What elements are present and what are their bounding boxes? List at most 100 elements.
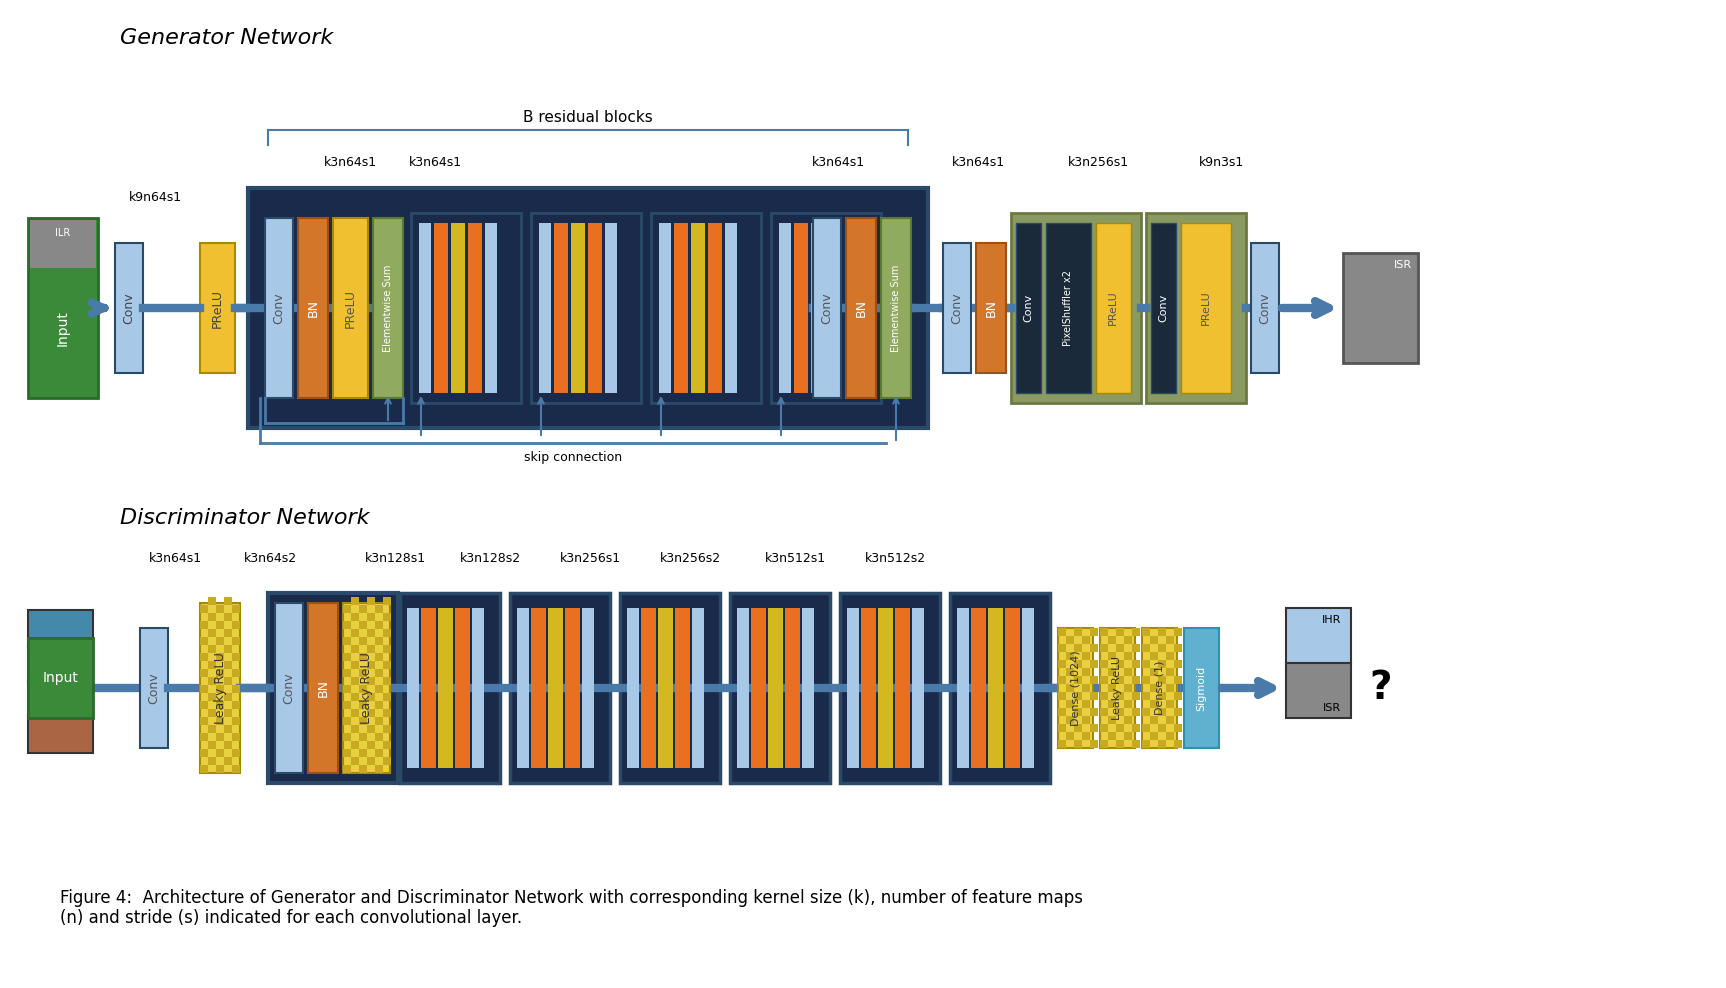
FancyBboxPatch shape xyxy=(1150,684,1158,692)
FancyBboxPatch shape xyxy=(1099,628,1136,748)
FancyBboxPatch shape xyxy=(359,765,368,773)
FancyBboxPatch shape xyxy=(368,597,375,605)
FancyBboxPatch shape xyxy=(1132,740,1139,748)
FancyBboxPatch shape xyxy=(1074,692,1082,700)
Text: Leaky ReLU: Leaky ReLU xyxy=(359,652,373,724)
FancyBboxPatch shape xyxy=(1091,644,1098,652)
FancyBboxPatch shape xyxy=(383,613,392,621)
FancyBboxPatch shape xyxy=(200,605,209,613)
FancyBboxPatch shape xyxy=(1132,660,1139,668)
FancyBboxPatch shape xyxy=(350,613,359,621)
FancyBboxPatch shape xyxy=(692,608,704,768)
FancyBboxPatch shape xyxy=(350,693,359,701)
FancyBboxPatch shape xyxy=(343,701,350,709)
Text: Conv: Conv xyxy=(1024,293,1032,322)
FancyBboxPatch shape xyxy=(846,218,877,398)
FancyBboxPatch shape xyxy=(350,741,359,749)
Text: k9n3s1: k9n3s1 xyxy=(1198,156,1244,170)
FancyBboxPatch shape xyxy=(1108,684,1117,692)
FancyBboxPatch shape xyxy=(861,608,877,768)
FancyBboxPatch shape xyxy=(224,709,231,717)
Text: k3n64s1: k3n64s1 xyxy=(811,156,865,170)
FancyBboxPatch shape xyxy=(1074,628,1082,636)
FancyBboxPatch shape xyxy=(383,741,392,749)
FancyBboxPatch shape xyxy=(485,223,497,393)
FancyBboxPatch shape xyxy=(231,653,240,661)
Text: PReLU: PReLU xyxy=(343,288,357,327)
FancyBboxPatch shape xyxy=(1082,636,1091,644)
FancyBboxPatch shape xyxy=(224,757,231,765)
FancyBboxPatch shape xyxy=(383,757,392,765)
FancyBboxPatch shape xyxy=(209,677,216,685)
FancyBboxPatch shape xyxy=(368,677,375,685)
FancyBboxPatch shape xyxy=(216,669,224,677)
FancyBboxPatch shape xyxy=(1158,708,1167,716)
FancyBboxPatch shape xyxy=(1167,668,1174,676)
FancyBboxPatch shape xyxy=(368,725,375,733)
FancyBboxPatch shape xyxy=(216,621,224,629)
Text: PReLU: PReLU xyxy=(1201,290,1212,325)
FancyBboxPatch shape xyxy=(1067,636,1074,644)
FancyBboxPatch shape xyxy=(383,693,392,701)
FancyBboxPatch shape xyxy=(359,621,368,629)
FancyBboxPatch shape xyxy=(571,223,585,393)
FancyBboxPatch shape xyxy=(673,223,689,393)
FancyBboxPatch shape xyxy=(343,685,350,693)
Text: k3n256s1: k3n256s1 xyxy=(559,551,621,564)
FancyBboxPatch shape xyxy=(28,218,98,398)
FancyBboxPatch shape xyxy=(659,223,671,393)
FancyBboxPatch shape xyxy=(368,661,375,669)
FancyBboxPatch shape xyxy=(140,628,167,748)
Text: IHR: IHR xyxy=(1322,615,1341,625)
FancyBboxPatch shape xyxy=(1099,644,1108,652)
FancyBboxPatch shape xyxy=(1167,732,1174,740)
FancyBboxPatch shape xyxy=(1099,676,1108,684)
FancyBboxPatch shape xyxy=(383,597,392,605)
FancyBboxPatch shape xyxy=(1181,223,1231,393)
FancyBboxPatch shape xyxy=(1117,676,1124,684)
FancyBboxPatch shape xyxy=(730,593,830,783)
FancyBboxPatch shape xyxy=(1074,644,1082,652)
FancyBboxPatch shape xyxy=(1143,724,1150,732)
FancyBboxPatch shape xyxy=(419,223,432,393)
FancyBboxPatch shape xyxy=(368,693,375,701)
Text: Conv: Conv xyxy=(147,672,161,703)
Text: Conv: Conv xyxy=(283,672,295,703)
FancyBboxPatch shape xyxy=(200,765,209,773)
FancyBboxPatch shape xyxy=(231,765,240,773)
FancyBboxPatch shape xyxy=(675,608,690,768)
FancyBboxPatch shape xyxy=(1143,660,1150,668)
FancyBboxPatch shape xyxy=(249,188,929,428)
FancyBboxPatch shape xyxy=(1108,716,1117,724)
FancyBboxPatch shape xyxy=(343,637,350,645)
FancyBboxPatch shape xyxy=(375,637,383,645)
FancyBboxPatch shape xyxy=(200,717,209,725)
FancyBboxPatch shape xyxy=(1158,676,1167,684)
FancyBboxPatch shape xyxy=(1150,732,1158,740)
FancyBboxPatch shape xyxy=(1132,644,1139,652)
FancyBboxPatch shape xyxy=(1082,732,1091,740)
FancyBboxPatch shape xyxy=(518,608,528,768)
FancyBboxPatch shape xyxy=(1158,628,1167,636)
FancyBboxPatch shape xyxy=(1150,652,1158,660)
FancyBboxPatch shape xyxy=(509,593,609,783)
FancyBboxPatch shape xyxy=(359,717,368,725)
FancyBboxPatch shape xyxy=(972,608,986,768)
FancyBboxPatch shape xyxy=(1067,668,1074,676)
FancyBboxPatch shape xyxy=(200,243,235,373)
FancyBboxPatch shape xyxy=(1174,676,1182,684)
Text: k3n512s1: k3n512s1 xyxy=(765,551,825,564)
Text: k3n128s2: k3n128s2 xyxy=(459,551,521,564)
FancyBboxPatch shape xyxy=(1124,684,1132,692)
FancyBboxPatch shape xyxy=(231,621,240,629)
FancyBboxPatch shape xyxy=(216,717,224,725)
FancyBboxPatch shape xyxy=(1174,644,1182,652)
FancyBboxPatch shape xyxy=(1108,652,1117,660)
FancyBboxPatch shape xyxy=(942,243,972,373)
FancyBboxPatch shape xyxy=(224,613,231,621)
FancyBboxPatch shape xyxy=(28,715,93,753)
FancyBboxPatch shape xyxy=(1091,708,1098,716)
Text: BN: BN xyxy=(316,679,330,697)
FancyBboxPatch shape xyxy=(1058,724,1067,732)
FancyBboxPatch shape xyxy=(725,223,737,393)
